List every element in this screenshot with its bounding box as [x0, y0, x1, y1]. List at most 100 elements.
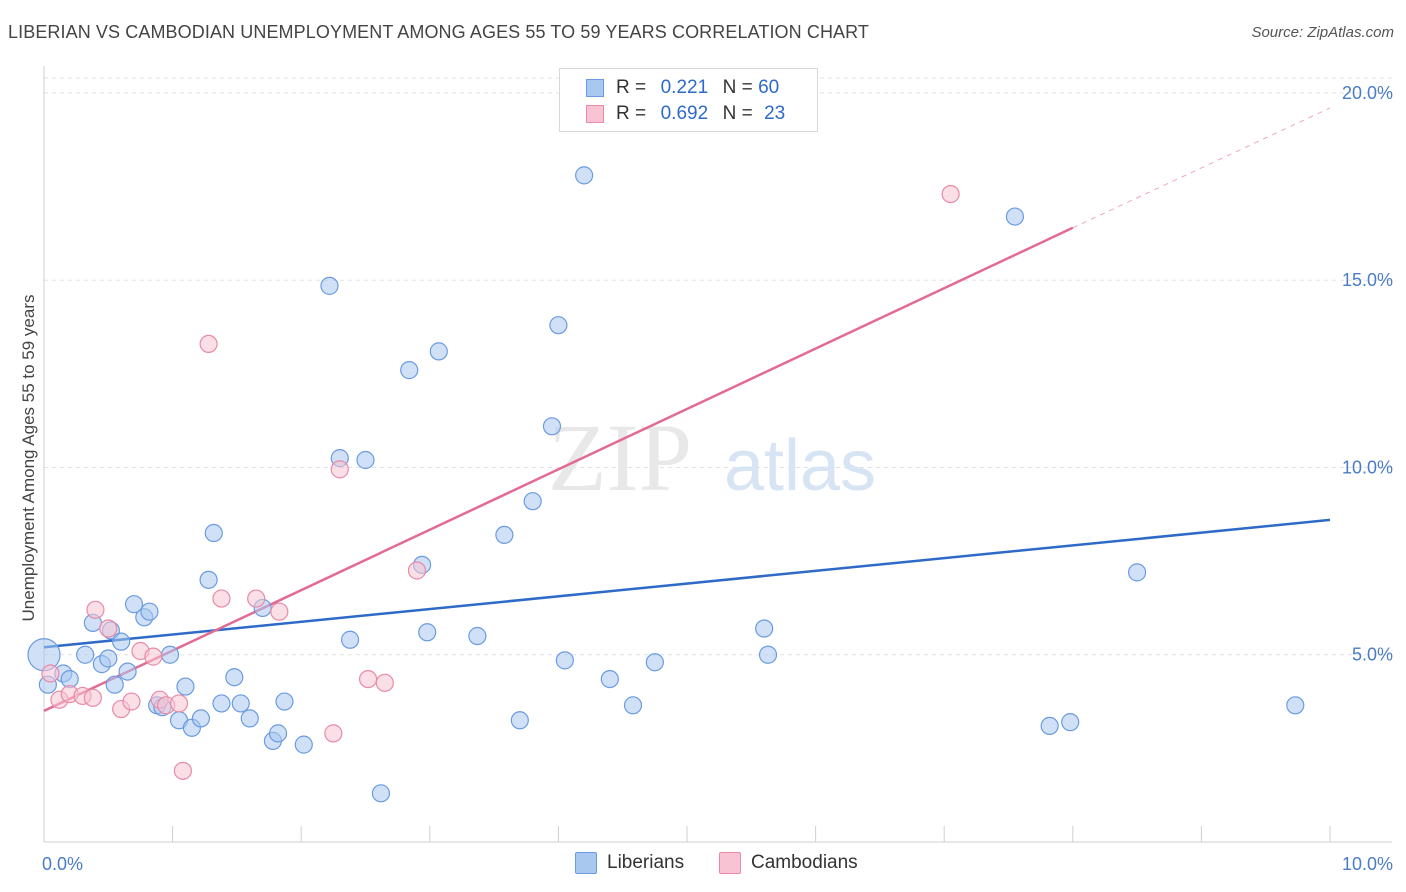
x-tick-label: 10.0%	[1342, 854, 1393, 874]
point-cambodians	[247, 589, 266, 608]
point-liberians	[231, 694, 250, 713]
point-cambodians	[330, 460, 349, 479]
tick-labels: 5.0% 10.0% 15.0% 20.0% 0.0% 10.0%	[42, 83, 1393, 874]
trend-line-liberians	[43, 518, 1331, 649]
point-cambodians	[122, 692, 141, 711]
point-cambodians	[144, 647, 163, 666]
point-liberians	[1061, 713, 1080, 732]
point-liberians	[294, 735, 313, 754]
point-liberians	[99, 649, 118, 668]
point-liberians	[1286, 696, 1305, 715]
point-cambodians	[99, 619, 118, 638]
point-cambodians	[86, 600, 105, 619]
point-liberians	[623, 696, 643, 715]
point-cambodians	[324, 724, 343, 743]
point-liberians	[176, 677, 195, 696]
point-liberians	[575, 166, 594, 185]
point-liberians	[418, 623, 437, 642]
point-liberians	[76, 645, 95, 664]
source-label: Source: ZipAtlas.com	[1251, 24, 1394, 41]
point-cambodians	[270, 602, 289, 621]
point-cambodians	[41, 664, 60, 683]
point-liberians	[124, 595, 144, 614]
point-liberians	[275, 692, 294, 711]
legend-n-value: 23	[764, 103, 786, 124]
legend-row-liberians: R = 0.221 N = 60	[586, 75, 779, 101]
trend-line-cambodians	[43, 226, 1074, 713]
point-liberians	[1127, 563, 1147, 582]
point-liberians	[600, 669, 619, 689]
bottom-legend-swatch-liberians	[575, 852, 597, 874]
point-cambodians	[173, 761, 192, 780]
point-cambodians	[375, 673, 394, 692]
legend-r-value: 0.221	[660, 77, 709, 98]
legend-r-label: R =	[616, 103, 647, 124]
point-liberians	[356, 450, 375, 470]
axes	[43, 66, 1392, 843]
y-tick-label: 15.0%	[1342, 270, 1393, 290]
point-liberians	[320, 276, 339, 295]
point-liberians	[340, 630, 360, 649]
legend-n-label: N =	[722, 103, 753, 124]
y-axis-title: Unemployment Among Ages 55 to 59 years	[19, 295, 38, 622]
watermark-atlas: atlas	[724, 426, 876, 506]
bottom-legend-label-liberians: Liberians	[607, 852, 685, 873]
legend-r-label: R =	[616, 77, 647, 98]
point-liberians	[191, 709, 210, 728]
trend-extension-cambodians	[1072, 107, 1331, 229]
point-liberians	[204, 523, 223, 543]
point-cambodians	[407, 561, 427, 580]
x-tick-label: 0.0%	[42, 854, 83, 874]
bottom-legend-liberians[interactable]: Liberians	[575, 852, 684, 874]
bottom-legend-swatch-cambodians	[719, 852, 741, 874]
point-liberians	[400, 361, 419, 380]
point-liberians	[199, 570, 218, 589]
y-tick-label: 20.0%	[1342, 83, 1393, 103]
point-liberians	[105, 675, 124, 694]
point-cambodians	[83, 688, 102, 707]
point-liberians	[371, 784, 391, 803]
point-liberians	[510, 711, 529, 730]
watermark-zip: ZIP	[548, 404, 692, 511]
point-cambodians	[212, 589, 231, 608]
bottom-legend-label-cambodians: Cambodians	[751, 852, 858, 873]
point-liberians	[1005, 207, 1025, 226]
point-liberians	[118, 662, 137, 681]
point-liberians	[495, 525, 514, 545]
y-tick-label: 10.0%	[1342, 457, 1393, 477]
data-points	[27, 166, 1305, 803]
point-cambodians	[941, 184, 960, 204]
point-liberians	[758, 645, 778, 664]
point-liberians	[1040, 716, 1059, 736]
point-liberians	[549, 316, 568, 335]
point-liberians	[429, 342, 448, 361]
chart-title: LIBERIAN VS CAMBODIAN UNEMPLOYMENT AMONG…	[8, 22, 870, 42]
watermark: ZIP atlas	[548, 404, 876, 511]
legend: R = 0.221 N = 60 R = 0.692 N = 23	[559, 68, 818, 132]
point-liberians	[645, 653, 664, 672]
point-liberians	[240, 709, 259, 728]
legend-n-label: N =	[722, 77, 753, 98]
point-cambodians	[169, 694, 189, 713]
point-liberians	[225, 668, 244, 687]
point-liberians	[555, 651, 574, 670]
legend-n-value: 60	[758, 77, 780, 98]
point-liberians	[542, 417, 562, 436]
point-cambodians	[199, 334, 218, 354]
trend-lines	[43, 107, 1331, 713]
point-liberians	[268, 724, 288, 743]
grid-lines	[44, 77, 1392, 656]
point-liberians	[140, 602, 159, 621]
point-liberians	[212, 694, 231, 713]
legend-swatch-liberians	[586, 79, 604, 97]
point-liberians	[112, 632, 131, 651]
legend-row-cambodians: R = 0.692 N = 23	[586, 101, 785, 127]
point-liberians	[160, 645, 180, 664]
point-liberians	[468, 626, 487, 646]
y-tick-label: 5.0%	[1352, 645, 1393, 665]
point-liberians	[755, 619, 774, 638]
point-liberians	[523, 492, 542, 511]
legend-swatch-cambodians	[586, 105, 604, 123]
bottom-legend-cambodians[interactable]: Cambodians	[719, 852, 858, 874]
